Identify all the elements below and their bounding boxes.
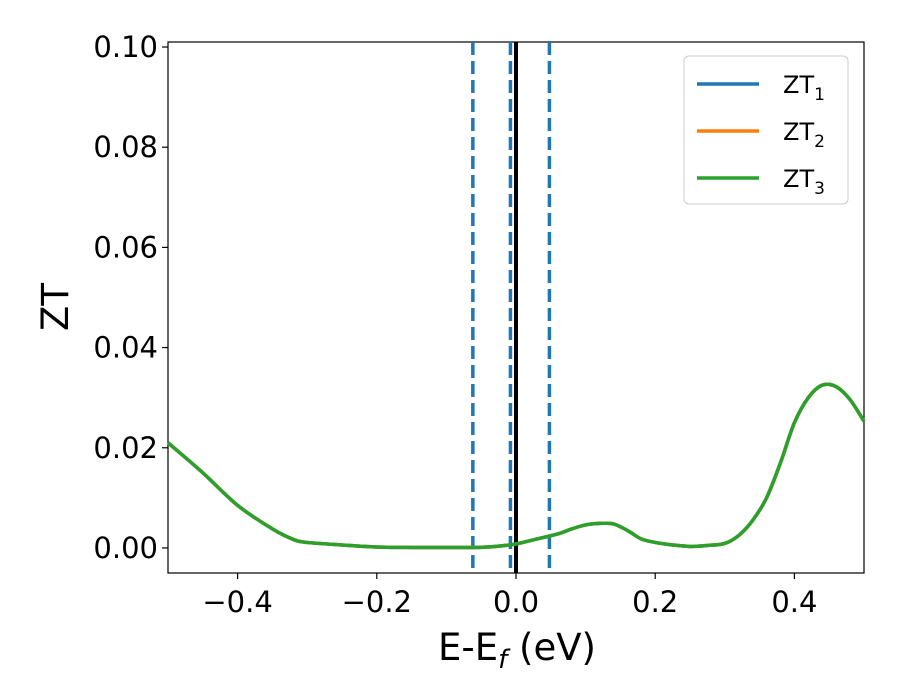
legend-label-zt2: ZT2 <box>783 118 825 152</box>
legend-label-zt3: ZT3 <box>783 165 825 199</box>
legend-label-zt1: ZT1 <box>783 71 825 105</box>
y-axis-ticks: 0.00 0.02 0.04 0.06 0.08 0.10 <box>93 30 168 565</box>
series-line-zt3 <box>166 382 866 550</box>
x-axis-label: E-Ef (eV) <box>438 626 596 675</box>
reference-lines <box>471 42 552 573</box>
x-tick-label: 0.0 <box>493 585 539 619</box>
y-tick-label: 0.06 <box>93 230 158 264</box>
y-tick-label: 0.04 <box>93 331 158 365</box>
legend: ZT1 ZT2 ZT3 <box>683 55 849 205</box>
x-tick-label: 0.4 <box>771 585 817 619</box>
y-axis-label: ZT <box>34 283 77 331</box>
x-tick-label: −0.2 <box>342 585 412 619</box>
x-tick-label: 0.2 <box>632 585 678 619</box>
legend-box <box>683 55 849 205</box>
y-tick-label: 0.10 <box>93 30 158 64</box>
y-tick-label: 0.08 <box>93 130 158 164</box>
series-lines <box>166 382 866 550</box>
x-tick-label: −0.4 <box>202 585 272 619</box>
y-tick-label: 0.02 <box>93 431 158 465</box>
y-tick-label: 0.00 <box>93 531 158 565</box>
x-axis-ticks: −0.4 −0.2 0.0 0.2 0.4 <box>202 573 817 619</box>
